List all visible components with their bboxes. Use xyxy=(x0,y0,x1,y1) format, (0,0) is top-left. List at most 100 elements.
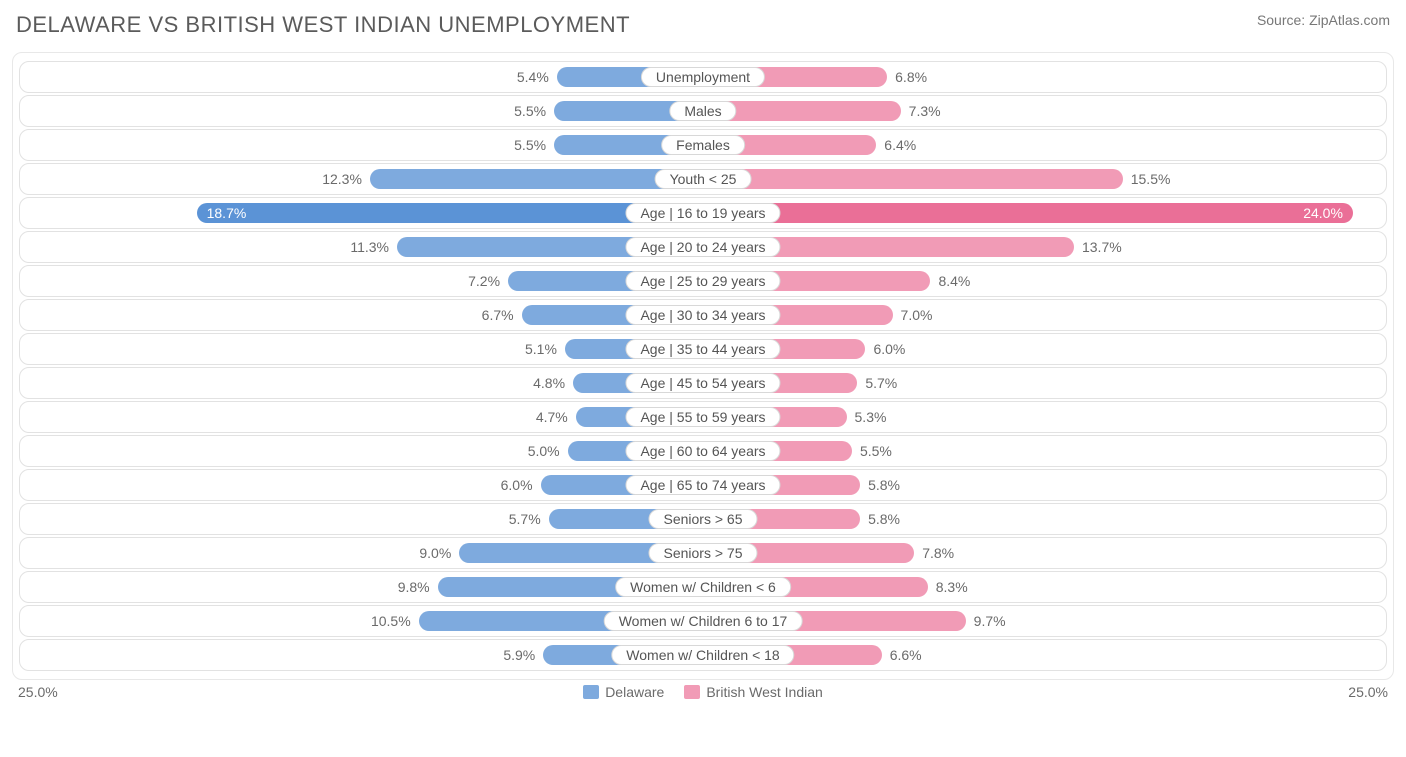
category-pill: Age | 16 to 19 years xyxy=(625,203,780,223)
chart-row: 11.3% 13.7% Age | 20 to 24 years xyxy=(19,231,1387,263)
row-left-half: 5.5% xyxy=(26,134,703,156)
row-left-half: 4.8% xyxy=(26,372,703,394)
value-label-right: 8.4% xyxy=(938,273,970,289)
chart-row: 9.0% 7.8% Seniors > 75 xyxy=(19,537,1387,569)
chart-source: Source: ZipAtlas.com xyxy=(1257,12,1390,28)
chart-legend: Delaware British West Indian xyxy=(583,684,823,700)
row-right-half: 7.8% xyxy=(703,542,1380,564)
legend-label-left: Delaware xyxy=(605,684,664,700)
value-label-left: 7.2% xyxy=(468,273,500,289)
value-label-left: 5.0% xyxy=(528,443,560,459)
row-right-half: 13.7% xyxy=(703,236,1380,258)
chart-row: 12.3%15.5%Youth < 25 xyxy=(19,163,1387,195)
row-right-half: 6.4% xyxy=(703,134,1380,156)
value-label-left: 11.3% xyxy=(350,239,389,255)
category-pill: Age | 20 to 24 years xyxy=(625,237,780,257)
category-pill: Seniors > 75 xyxy=(649,543,758,563)
row-right-half: 9.7% xyxy=(703,610,1380,632)
value-label-right: 8.3% xyxy=(936,579,968,595)
row-left-half: 18.7% xyxy=(26,202,703,224)
row-right-half: 7.3% xyxy=(703,100,1380,122)
row-right-half: 6.8% xyxy=(703,66,1380,88)
chart-title: DELAWARE VS BRITISH WEST INDIAN UNEMPLOY… xyxy=(16,12,630,38)
value-label-right: 6.8% xyxy=(895,69,927,85)
row-right-half: 15.5% xyxy=(703,168,1380,190)
row-left-half: 6.0% xyxy=(26,474,703,496)
category-pill: Women w/ Children 6 to 17 xyxy=(604,611,803,631)
row-left-half: 5.1% xyxy=(26,338,703,360)
chart-row: 6.7% 7.0% Age | 30 to 34 years xyxy=(19,299,1387,331)
value-label-left: 6.7% xyxy=(482,307,514,323)
legend-label-right: British West Indian xyxy=(706,684,822,700)
category-pill: Women w/ Children < 18 xyxy=(611,645,794,665)
chart-row: 5.0%5.5%Age | 60 to 64 years xyxy=(19,435,1387,467)
value-label-left: 4.8% xyxy=(533,375,565,391)
axis-right-max: 25.0% xyxy=(1348,684,1388,700)
row-left-half: 9.0% xyxy=(26,542,703,564)
value-label-left: 5.7% xyxy=(509,511,541,527)
row-right-half: 5.3% xyxy=(703,406,1380,428)
legend-item-left: Delaware xyxy=(583,684,664,700)
value-label-left: 10.5% xyxy=(371,613,411,629)
row-left-half: 9.8% xyxy=(26,576,703,598)
value-label-right: 7.0% xyxy=(901,307,933,323)
value-label-left: 5.1% xyxy=(525,341,557,357)
category-pill: Males xyxy=(669,101,736,121)
chart-row: 9.8% 8.3% Women w/ Children < 6 xyxy=(19,571,1387,603)
row-left-half: 10.5% xyxy=(26,610,703,632)
value-label-right: 7.8% xyxy=(922,545,954,561)
value-label-right: 6.6% xyxy=(890,647,922,663)
value-label-left: 5.9% xyxy=(503,647,535,663)
chart-row: 5.4% 6.8% Unemployment xyxy=(19,61,1387,93)
category-pill: Women w/ Children < 6 xyxy=(615,577,791,597)
chart-row: 18.7% 24.0% Age | 16 to 19 years xyxy=(19,197,1387,229)
category-pill: Age | 55 to 59 years xyxy=(625,407,780,427)
row-left-half: 5.5% xyxy=(26,100,703,122)
value-label-left: 18.7% xyxy=(197,205,257,221)
row-right-half: 5.8% xyxy=(703,474,1380,496)
chart-rows-container: 5.4% 6.8% Unemployment 5.5% 7.3% Males 5.5% 6.4… xyxy=(12,52,1394,680)
row-left-half: 5.4% xyxy=(26,66,703,88)
row-right-half: 5.8% xyxy=(703,508,1380,530)
bar-right xyxy=(703,169,1123,189)
value-label-left: 4.7% xyxy=(536,409,568,425)
chart-row: 5.5% 6.4% Females xyxy=(19,129,1387,161)
value-label-left: 5.5% xyxy=(514,103,546,119)
row-left-half: 5.9% xyxy=(26,644,703,666)
row-right-half: 6.0% xyxy=(703,338,1380,360)
chart-row: 4.7% 5.3% Age | 55 to 59 years xyxy=(19,401,1387,433)
bar-right: 24.0% xyxy=(703,203,1353,223)
category-pill: Age | 45 to 54 years xyxy=(625,373,780,393)
value-label-right: 9.7% xyxy=(974,613,1006,629)
value-label-right: 6.4% xyxy=(884,137,916,153)
bar-left xyxy=(370,169,703,189)
value-label-right: 5.3% xyxy=(855,409,887,425)
chart-row: 6.0%5.8%Age | 65 to 74 years xyxy=(19,469,1387,501)
row-left-half: 5.0% xyxy=(26,440,703,462)
value-label-right: 5.5% xyxy=(860,443,892,459)
value-label-right: 15.5% xyxy=(1131,171,1171,187)
value-label-right: 5.7% xyxy=(865,375,897,391)
value-label-right: 13.7% xyxy=(1082,239,1122,255)
category-pill: Age | 35 to 44 years xyxy=(625,339,780,359)
value-label-left: 5.4% xyxy=(517,69,549,85)
category-pill: Females xyxy=(661,135,745,155)
value-label-right: 7.3% xyxy=(909,103,941,119)
value-label-right: 24.0% xyxy=(1293,205,1353,221)
chart-row: 5.5% 7.3% Males xyxy=(19,95,1387,127)
row-left-half: 6.7% xyxy=(26,304,703,326)
chart-row: 10.5% 9.7% Women w/ Children 6 to 17 xyxy=(19,605,1387,637)
row-right-half: 5.7% xyxy=(703,372,1380,394)
value-label-left: 9.8% xyxy=(398,579,430,595)
category-pill: Unemployment xyxy=(641,67,765,87)
value-label-left: 12.3% xyxy=(322,171,362,187)
chart-header: DELAWARE VS BRITISH WEST INDIAN UNEMPLOY… xyxy=(12,8,1394,52)
value-label-left: 9.0% xyxy=(419,545,451,561)
chart-footer: 25.0% Delaware British West Indian 25.0% xyxy=(12,680,1394,700)
row-right-half: 6.6% xyxy=(703,644,1380,666)
category-pill: Age | 30 to 34 years xyxy=(625,305,780,325)
category-pill: Age | 25 to 29 years xyxy=(625,271,780,291)
row-right-half: 5.5% xyxy=(703,440,1380,462)
chart-row: 5.7%5.8%Seniors > 65 xyxy=(19,503,1387,535)
row-right-half: 8.4% xyxy=(703,270,1380,292)
